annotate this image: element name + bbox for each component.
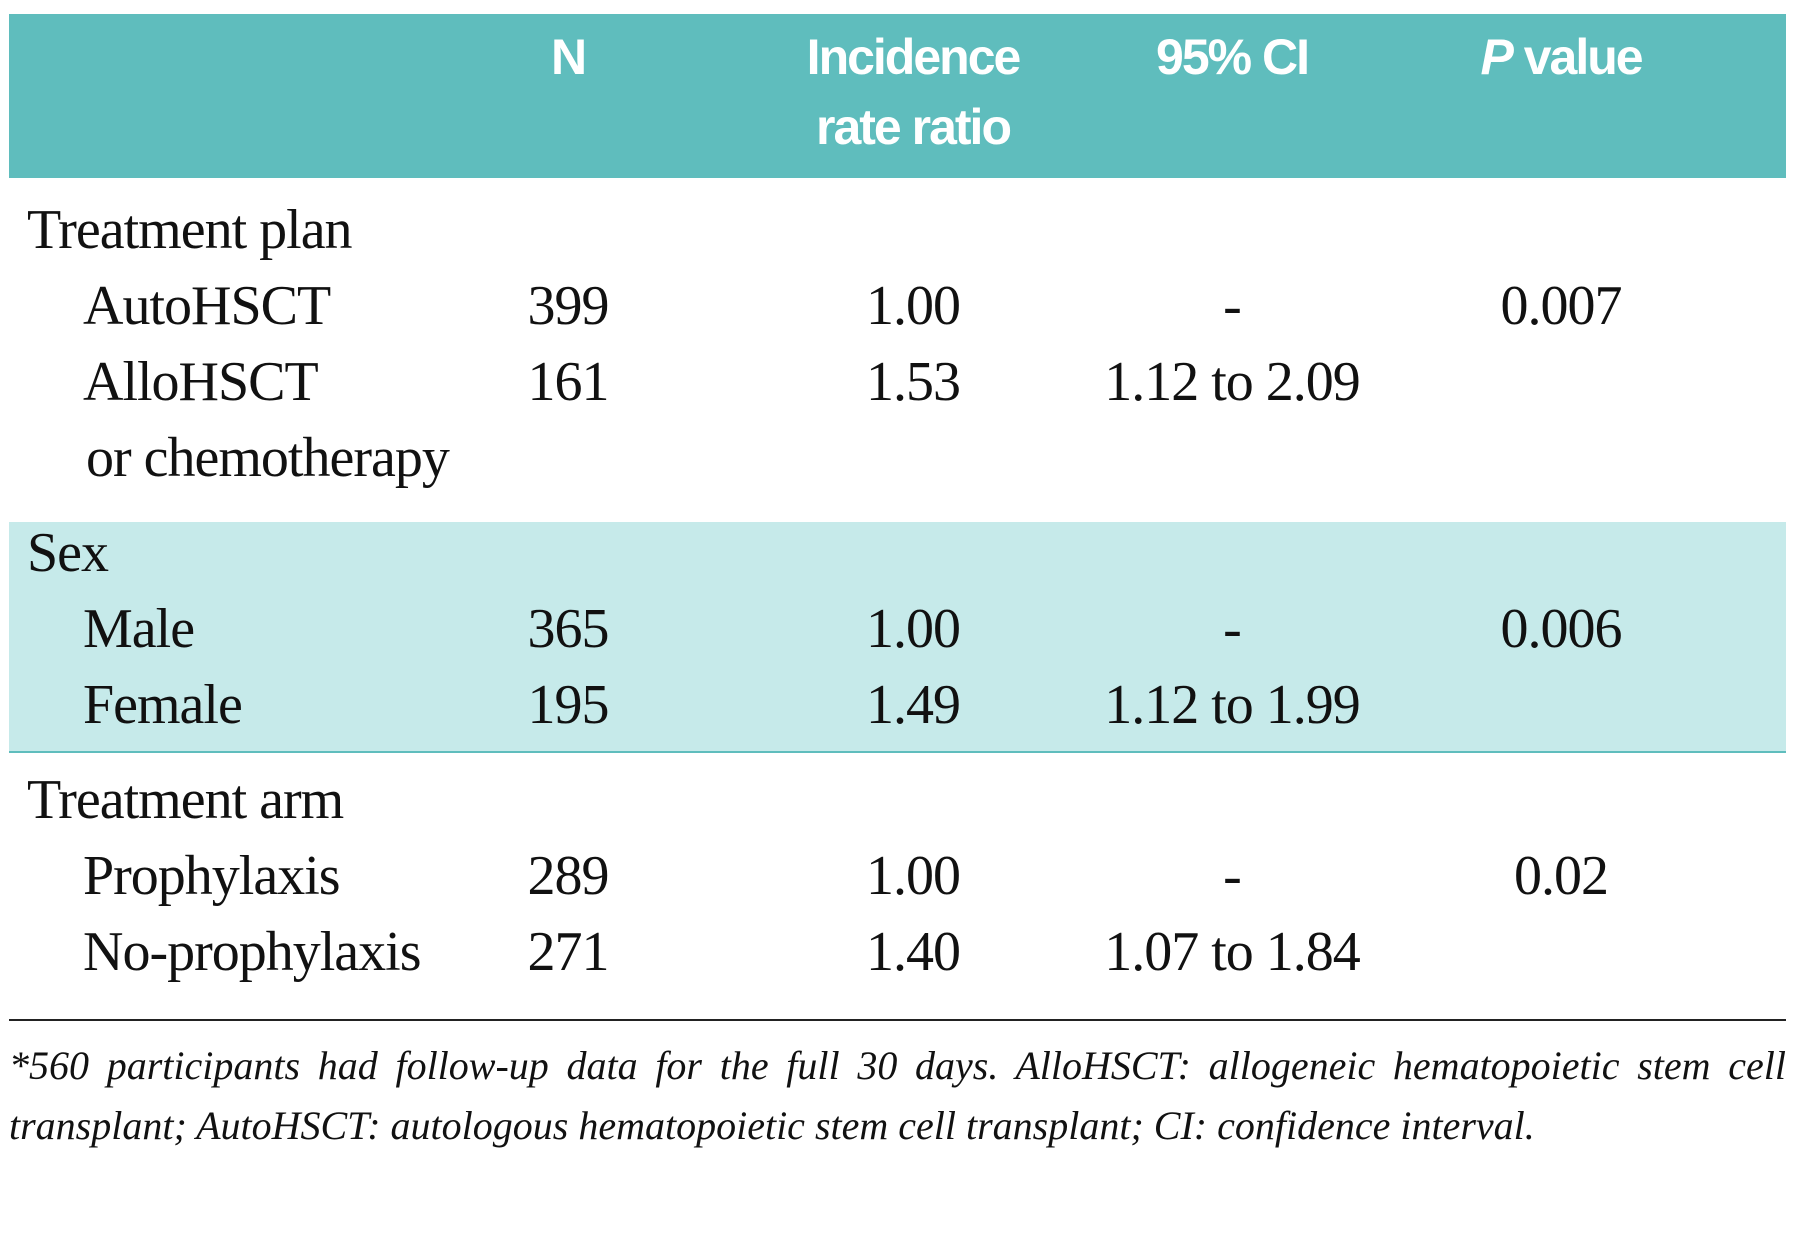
cell-p: 0.006 (1500, 598, 1623, 660)
cell-irr: 1.00 (866, 598, 961, 660)
cell-irr: 1.40 (866, 921, 961, 983)
row-label: Prophylaxis (83, 845, 341, 907)
cell-ci: 1.07 to 1.84 (1104, 921, 1361, 983)
cell-ci: - (1223, 598, 1242, 660)
cell-irr: 1.00 (866, 275, 961, 337)
row-label: or chemotherapy (86, 427, 450, 489)
group-label: Treatment arm (27, 769, 344, 831)
row-label: AlloHSCT (83, 351, 319, 413)
cell-ci: - (1223, 275, 1242, 337)
p-symbol: P (1480, 29, 1513, 85)
group-rule (9, 751, 1786, 753)
header-n: N (550, 29, 587, 85)
group-label: Treatment plan (27, 199, 353, 261)
row-label: Female (83, 674, 243, 736)
footnote-rule (9, 1019, 1786, 1021)
cell-n: 195 (527, 674, 610, 736)
cell-irr: 1.00 (866, 845, 961, 907)
cell-ci: 1.12 to 2.09 (1104, 351, 1361, 413)
p-label: value (1523, 29, 1644, 85)
cell-n: 161 (527, 351, 610, 413)
footnote: *560 participants had follow-up data for… (9, 1043, 1786, 1148)
row-label: No-prophylaxis (83, 921, 422, 983)
header-irr: Incidence rate ratio (806, 29, 1022, 155)
header-ci: 95% CI (1156, 29, 1310, 85)
cell-n: 271 (527, 921, 610, 983)
cell-n: 399 (527, 275, 610, 337)
cell-n: 365 (527, 598, 610, 660)
row-label: AutoHSCT (83, 275, 331, 337)
cell-irr: 1.53 (866, 351, 961, 413)
header-p-value: P value (1411, 22, 1711, 92)
row-label: Male (83, 598, 195, 660)
cell-p: 0.007 (1500, 275, 1623, 337)
header-bar (9, 14, 1786, 178)
cell-irr: 1.49 (866, 674, 961, 736)
cell-ci: - (1223, 845, 1242, 907)
group-label: Sex (27, 522, 109, 584)
cell-n: 289 (527, 845, 610, 907)
cell-p: 0.02 (1514, 845, 1609, 907)
cell-ci: 1.12 to 1.99 (1104, 674, 1361, 736)
group-band (9, 522, 1786, 752)
